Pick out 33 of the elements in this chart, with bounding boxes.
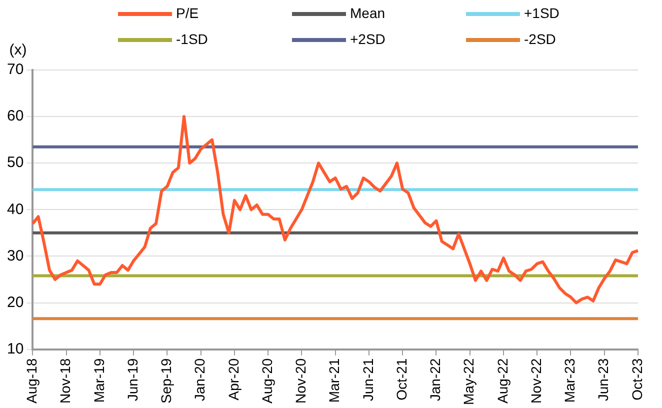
y-tick-label: 40 xyxy=(6,200,24,218)
x-tick-label: Mar-19 xyxy=(90,358,107,403)
y-tick-label: 30 xyxy=(6,247,24,264)
legend-label: -1SD xyxy=(176,30,208,47)
x-tick-label: Sep-19 xyxy=(158,358,174,404)
x-tick-label: Nov-20 xyxy=(292,358,309,404)
legend-label: +2SD xyxy=(350,30,386,47)
x-tick-label: Jan-20 xyxy=(192,358,208,402)
x-tick-label: Mar-21 xyxy=(326,358,342,403)
x-tick-label: Aug-22 xyxy=(494,358,510,404)
x-tick-label: Nov-18 xyxy=(57,358,74,404)
x-tick-label: Apr-20 xyxy=(225,358,242,400)
y-tick-label: 60 xyxy=(6,108,24,125)
legend-label: -2SD xyxy=(524,30,556,47)
x-tick-label: Jun-21 xyxy=(360,358,376,402)
y-axis-title: (x) xyxy=(9,42,27,59)
legend-label: Mean xyxy=(350,4,386,21)
x-tick-label: May-22 xyxy=(460,358,477,406)
x-tick-label: Jan-22 xyxy=(427,358,444,402)
x-tick-label: Jun-23 xyxy=(595,358,612,402)
y-tick-label: 70 xyxy=(6,61,24,78)
y-tick-label: 50 xyxy=(6,154,24,172)
x-tick-label: Oct-23 xyxy=(628,358,645,400)
legend-label: P/E xyxy=(176,4,199,21)
x-tick-label: Mar-23 xyxy=(562,358,578,403)
x-tick-label: Aug-20 xyxy=(258,358,275,404)
legend-label: +1SD xyxy=(524,4,560,21)
x-tick-label: Nov-22 xyxy=(528,358,544,404)
x-tick-label: Jun-19 xyxy=(124,358,140,402)
y-tick-label: 20 xyxy=(6,294,24,311)
x-tick-label: Aug-18 xyxy=(24,358,40,404)
y-tick-label: 10 xyxy=(6,340,24,358)
x-tick-label: Oct-21 xyxy=(393,358,410,400)
